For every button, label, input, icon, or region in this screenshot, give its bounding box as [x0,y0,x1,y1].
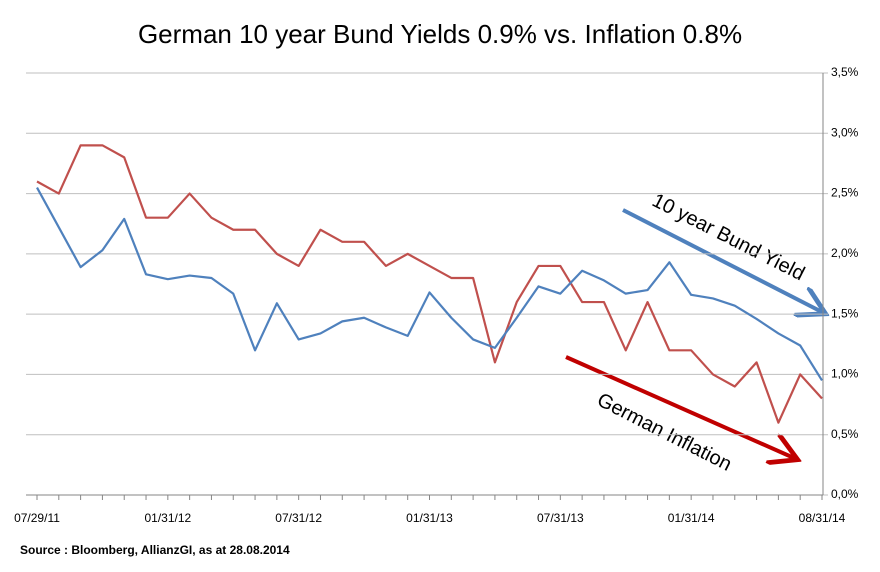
x-tick-label: 01/31/13 [406,511,453,525]
x-tick-label: 01/31/12 [144,511,191,525]
x-tick-label: 07/29/11 [14,511,60,525]
x-tick-label: 01/31/14 [668,511,715,525]
data-line [36,144,823,424]
y-tick-label: 2,5% [831,186,859,200]
x-tick-label: 07/31/13 [537,511,584,525]
y-tick-label: 3,5% [831,65,859,79]
y-tick-label: 0,5% [831,427,859,441]
chart-title: German 10 year Bund Yields 0.9% vs. Infl… [138,19,742,49]
source-note: Source : Bloomberg, AllianzGI, as at 28.… [20,543,290,557]
annotation-arrow [565,355,794,458]
annotation-arrow [622,208,822,312]
data-line [36,187,823,382]
y-tick-label: 2,0% [831,246,859,260]
y-tick-label: 3,0% [831,125,859,139]
x-tick-label: 07/31/12 [275,511,322,525]
y-tick-label: 0,0% [831,487,859,501]
x-tick-label: 08/31/14 [799,511,846,525]
y-tick-label: 1,5% [831,306,859,320]
y-tick-label: 1,0% [831,367,859,381]
